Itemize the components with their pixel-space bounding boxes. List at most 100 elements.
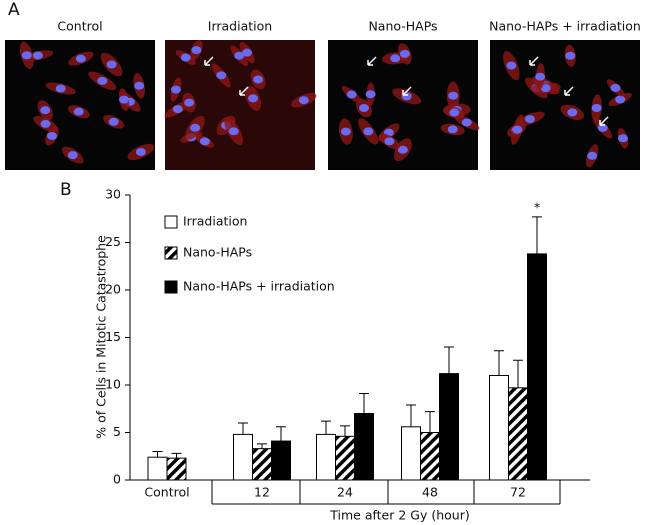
nucleus [448,91,459,100]
error-bar [276,426,286,442]
nucleus [75,54,86,63]
nucleus [540,84,551,93]
annotation: * [534,199,540,214]
legend-label: Nano-HAPs [183,245,252,260]
nucleus [97,76,108,85]
x-tick-label: 12 [254,485,270,500]
nucleus [615,95,626,104]
error-bar [494,350,504,376]
micrograph [490,40,640,170]
nucleus [180,53,191,62]
panel-label: A [8,0,20,20]
nucleus [40,119,51,128]
bar [420,432,440,481]
x-axis-title: Time after 2 Gy (hour) [329,508,469,523]
arrow [367,56,377,66]
legend-swatch [164,215,178,229]
x-tick-label: 24 [337,485,353,500]
error-bar [444,346,454,374]
error-bar [171,452,182,459]
nucleus [55,84,66,93]
error-bar [406,404,416,427]
nucleus [228,127,239,136]
bar [335,435,355,481]
micrograph [164,40,317,170]
nucleus [567,108,578,117]
legend-label: Irradiation [183,214,247,229]
error-bar [532,216,542,254]
nucleus [365,90,376,99]
nucleus [172,105,183,114]
bar [439,373,459,481]
x-tick-label: Control [144,485,189,500]
arrow [239,86,249,96]
nucleus [253,75,264,84]
nucleus [199,137,210,146]
nucleus [447,125,458,134]
error-bar [359,393,369,414]
bar [401,426,421,481]
nucleus [67,151,78,160]
bar [508,387,528,481]
nucleus [298,96,309,105]
y-tick-label: 0 [113,472,121,487]
nucleus [40,106,51,115]
nucleus [191,46,202,55]
arrow [529,56,539,66]
x-tick-label: 48 [422,485,438,500]
nucleus [535,72,546,81]
micrograph [328,40,480,170]
nucleus [134,81,145,90]
image-title: Nano-HAPs + irradiation [489,19,641,34]
bar [233,433,253,481]
error-bar [425,411,435,433]
nucleus [32,51,43,60]
image-title: Nano-HAPs [368,19,437,34]
error-bar [321,420,331,435]
arrow [402,86,412,96]
nucleus [108,117,119,126]
nucleus [242,48,253,57]
y-tick-label: 25 [105,234,121,249]
nucleus [461,118,472,127]
image-title: Control [57,19,102,34]
nucleus [170,85,181,94]
bar [271,440,291,481]
bar [527,253,547,481]
x-tick-label: 72 [510,485,526,500]
bar [147,456,168,481]
nucleus [184,98,195,107]
error-bar [513,359,523,388]
nucleus [216,71,227,80]
error-bar [340,425,350,437]
nucleus [118,95,129,104]
arrow [204,56,214,66]
bar [166,457,187,481]
legend-swatch [164,246,178,260]
y-tick-label: 10 [105,377,121,392]
nucleus [610,83,621,92]
legend-label: Nano-HAPs + irradiation [183,279,335,294]
nucleus [617,134,628,143]
nucleus [449,108,460,117]
nucleus [346,90,357,99]
nucleus [46,131,57,140]
nucleus [359,104,370,113]
nucleus [597,123,608,132]
nucleus [397,145,408,154]
nucleus [587,151,598,160]
nucleus [506,61,517,70]
y-axis-title: % of Cells in Mitotic Catastrophe [94,235,109,439]
bar [354,413,374,481]
nucleus [248,94,259,103]
nucleus [73,107,84,116]
bar [316,433,336,481]
arrow [564,86,574,96]
nucleus [384,137,395,146]
nucleus [106,60,117,69]
nucleus [340,127,351,136]
arrow [599,116,609,126]
image-title: Irradiation [208,19,272,34]
